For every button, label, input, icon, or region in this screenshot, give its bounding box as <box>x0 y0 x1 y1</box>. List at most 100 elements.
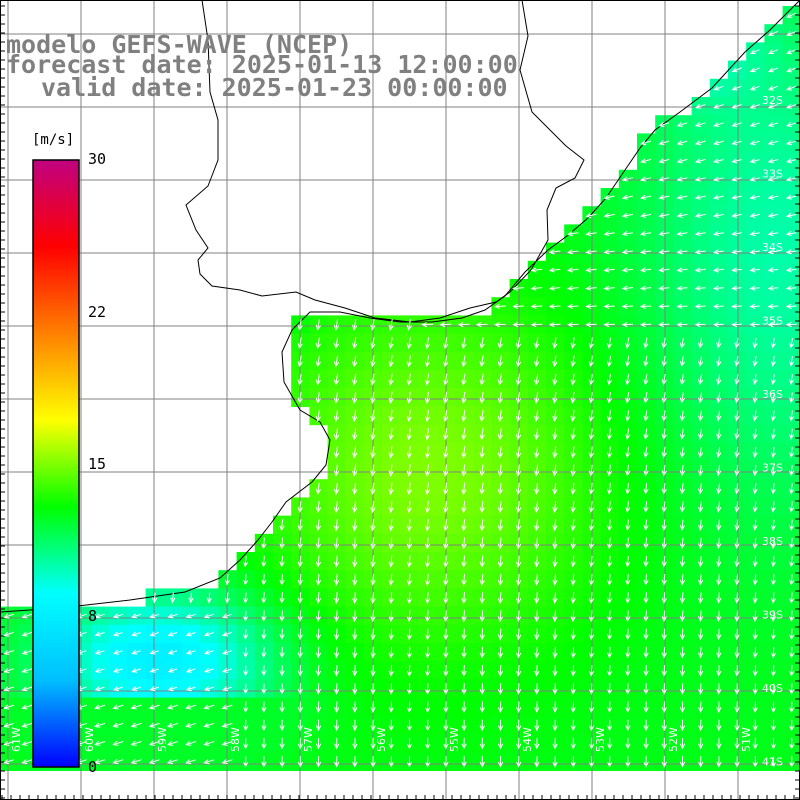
wind-arrow <box>297 683 303 695</box>
wind-arrow <box>789 756 795 768</box>
wind-arrow <box>479 482 485 495</box>
wind-arrow <box>785 249 797 255</box>
wind-arrow <box>643 464 649 477</box>
wind-arrow <box>770 719 777 732</box>
wind-arrow <box>461 482 467 496</box>
wind-arrow <box>548 267 561 273</box>
wind-arrow <box>515 446 522 459</box>
wind-arrow <box>352 683 358 695</box>
wind-arrow <box>676 122 688 127</box>
wind-arrow <box>679 464 686 477</box>
wind-arrow <box>789 610 795 622</box>
wind-arrow <box>534 573 540 586</box>
forecast-date: forecast date: 2025-01-13 12:00:00 <box>6 50 518 79</box>
wind-arrow <box>406 664 413 677</box>
wind-arrow <box>679 355 686 367</box>
wind-arrow <box>694 194 706 200</box>
wind-arrow <box>679 555 686 568</box>
wind-arrow <box>534 719 540 732</box>
wind-arrow <box>352 500 358 514</box>
lat-label: 32S <box>762 94 783 107</box>
wind-arrow <box>588 737 595 750</box>
wind-arrow <box>588 756 595 768</box>
wind-arrow <box>515 500 522 514</box>
wind-arrow <box>698 756 704 768</box>
wind-arrow <box>315 756 322 768</box>
wind-arrow <box>588 573 595 586</box>
wind-arrow <box>585 249 597 255</box>
wind-arrow <box>786 67 797 73</box>
wind-arrow <box>152 592 158 604</box>
wind-arrow <box>588 646 595 659</box>
wind-arrow <box>712 212 724 218</box>
wind-arrow <box>570 646 576 659</box>
wind-arrow <box>643 501 649 513</box>
wind-arrow <box>734 465 740 477</box>
wind-arrow <box>698 574 704 586</box>
wind-arrow <box>789 337 795 349</box>
wind-arrow <box>112 722 124 728</box>
wind-arrow <box>497 482 503 495</box>
wind-arrow <box>297 628 303 641</box>
wind-arrow <box>552 610 558 623</box>
wind-arrow <box>261 628 267 640</box>
wind-arrow <box>661 628 667 641</box>
wind-arrow <box>279 737 285 750</box>
wind-arrow <box>661 355 667 368</box>
wind-arrow <box>698 737 704 750</box>
wind-arrow <box>388 337 394 350</box>
wind-arrow <box>734 483 740 495</box>
colorbar <box>32 159 80 768</box>
wind-arrow <box>658 212 670 218</box>
wind-arrow <box>497 409 503 423</box>
wind-arrow <box>658 122 670 127</box>
wind-arrow <box>534 482 540 495</box>
wind-arrow <box>424 446 431 459</box>
wind-arrow <box>767 194 779 200</box>
wind-arrow <box>497 337 503 350</box>
wind-arrow <box>679 519 686 531</box>
wind-arrow <box>734 428 740 440</box>
wind-arrow <box>149 613 160 619</box>
wind-arrow <box>588 719 595 732</box>
wind-arrow <box>734 719 740 732</box>
lon-label: 55W <box>448 727 461 752</box>
wind-arrow <box>167 649 178 655</box>
wind-arrow <box>625 701 631 714</box>
wind-arrow <box>625 646 631 659</box>
wind-arrow <box>770 465 777 477</box>
wind-arrow <box>770 446 777 458</box>
wind-arrow <box>479 628 485 641</box>
wind-arrow <box>515 482 522 495</box>
wind-arrow <box>94 722 106 728</box>
wind-arrow <box>713 140 724 146</box>
wind-arrow <box>570 737 576 750</box>
wind-arrow <box>752 356 758 367</box>
wind-arrow <box>698 337 704 349</box>
wind-arrow <box>716 628 722 641</box>
wind-arrow <box>167 686 178 692</box>
wind-arrow <box>585 231 597 237</box>
wind-arrow <box>497 428 503 441</box>
wind-arrow <box>497 355 503 368</box>
wind-arrow <box>279 574 285 586</box>
wind-arrow <box>607 573 613 586</box>
wind-arrow <box>694 267 706 273</box>
wind-arrow <box>734 574 740 586</box>
wind-arrow <box>112 740 124 746</box>
wind-arrow <box>461 683 467 695</box>
wind-arrow <box>770 628 777 641</box>
wind-arrow <box>570 410 576 422</box>
wind-arrow <box>661 374 667 386</box>
wind-arrow <box>333 519 340 532</box>
wind-arrow <box>734 756 740 768</box>
wind-arrow <box>94 740 106 746</box>
wind-arrow <box>625 610 631 623</box>
wind-arrow <box>530 267 543 273</box>
wind-arrow <box>461 646 467 659</box>
wind-arrow <box>388 409 394 423</box>
wind-arrow <box>443 337 449 350</box>
wind-arrow <box>243 647 249 659</box>
wind-arrow <box>643 355 649 368</box>
wind-arrow <box>497 573 504 586</box>
